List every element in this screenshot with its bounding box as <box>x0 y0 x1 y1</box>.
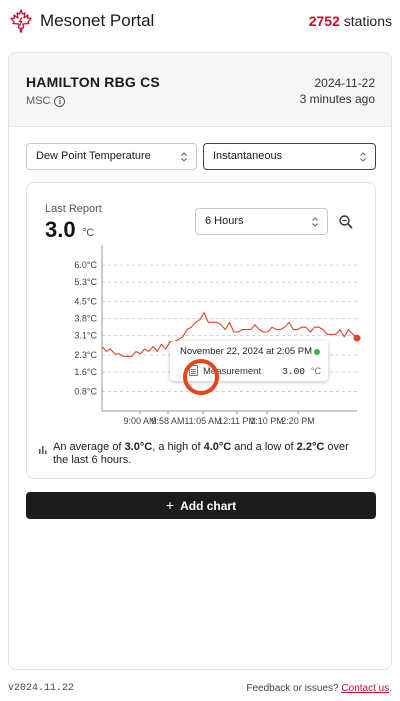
dew-point-chart[interactable]: 6.0°C 5.3°C 4.5°C 3.8°C 3.1°C 2.3°C 1.6°C 0.8°C… <box>27 183 377 433</box>
station-network: MSC i <box>26 95 66 107</box>
station-name: HAMILTON RBG CS <box>26 74 160 90</box>
plus-icon: + <box>165 497 175 513</box>
tooltip-unit: °C <box>310 366 321 376</box>
x-tick-label: 12:11 PM <box>218 416 256 426</box>
series-line <box>101 312 358 357</box>
last-report-value: 3.0 <box>45 217 76 242</box>
tooltip-value: 3.00 <box>282 366 305 377</box>
tooltip-label: Measurement <box>203 366 262 377</box>
y-tick-label: 1.6°C <box>74 367 97 377</box>
summary-high: 4.0°C <box>203 441 232 453</box>
variable-select[interactable]: Dew Point Temperature <box>26 143 197 170</box>
station-count-number: 2752 <box>308 13 340 29</box>
y-tick-label: 6.0°C <box>74 260 97 270</box>
bar-chart-icon <box>39 446 47 454</box>
chart-tooltip: November 22, 2024 at 2:05 PM Measurement… <box>170 341 328 381</box>
maple-leaf-lightning-icon[interactable] <box>9 9 33 33</box>
report-time-ago: 3 minutes ago <box>299 92 375 106</box>
x-tick-label: 1:10 PM <box>250 416 284 426</box>
tooltip-date: November 22, 2024 at 2:05 PM <box>180 346 313 357</box>
summary-prefix: An average of <box>53 441 125 453</box>
summary-average: 3.0°C <box>124 441 153 453</box>
mode-select-value: Instantaneous <box>213 150 283 162</box>
series-last-point <box>353 334 361 342</box>
y-tick-label: 5.3°C <box>74 277 97 287</box>
time-range-select[interactable]: 6 Hours <box>195 208 328 235</box>
chevron-updown-icon <box>312 217 318 227</box>
mode-select[interactable]: Instantaneous <box>203 143 376 170</box>
summary-mid2: and a low of <box>231 441 297 453</box>
add-chart-button[interactable]: + Add chart <box>26 492 376 519</box>
feedback-period: . <box>389 683 392 694</box>
feedback-label: Feedback or issues? <box>246 683 342 694</box>
station-header: HAMILTON RBG CS MSC i 2024-11-22 3 minut… <box>9 53 391 127</box>
x-tick-label: 9:00 AM <box>123 416 156 426</box>
y-tick-label: 4.5°C <box>74 297 97 307</box>
add-chart-label: Add chart <box>180 499 237 513</box>
chevron-updown-icon <box>181 152 187 162</box>
last-report-label: Last Report <box>45 203 102 215</box>
y-tick-label: 0.8°C <box>74 387 97 397</box>
variable-select-value: Dew Point Temperature <box>36 150 151 162</box>
report-date: 2024-11-22 <box>314 76 376 90</box>
x-tick-label: 9:58 AM <box>151 416 184 426</box>
chevron-updown-icon <box>360 152 366 162</box>
x-tick-label: 2:20 PM <box>281 416 315 426</box>
y-tick-label: 3.8°C <box>74 314 97 324</box>
app-version: v2024.11.22 <box>8 683 75 694</box>
summary-mid1: , a high of <box>152 441 204 453</box>
contact-us-link[interactable]: Contact us <box>341 683 390 694</box>
chart-summary: An average of 3.0°C, a high of 4.0°C and… <box>53 441 363 467</box>
summary-low: 2.2°C <box>296 441 325 453</box>
time-range-value: 6 Hours <box>205 215 244 227</box>
app-header: Mesonet Portal 2752 stations <box>0 0 400 44</box>
last-report-unit: °C <box>82 227 95 239</box>
chart-card: Last Report 3.0 °C 6 Hours 6.0°C 5.3°C 4.5… <box>26 182 376 479</box>
highlight-ring <box>183 359 219 395</box>
status-dot <box>314 349 320 355</box>
y-tick-label: 2.3°C <box>74 350 97 360</box>
network-label: MSC <box>26 95 51 107</box>
summary-suffix: over the last 6 hours. <box>53 441 349 466</box>
x-tick-label: 11:05 AM <box>184 416 221 426</box>
station-card: HAMILTON RBG CS MSC i 2024-11-22 3 minut… <box>8 52 392 670</box>
station-count-label: stations <box>339 13 392 29</box>
info-icon[interactable]: i <box>54 95 66 107</box>
feedback-text: Feedback or issues? Contact us. <box>246 683 392 694</box>
zoom-search-icon[interactable] <box>338 214 354 230</box>
app-title[interactable]: Mesonet Portal <box>40 11 155 30</box>
y-tick-label: 3.1°C <box>74 331 97 341</box>
station-count[interactable]: 2752 stations <box>309 13 392 29</box>
